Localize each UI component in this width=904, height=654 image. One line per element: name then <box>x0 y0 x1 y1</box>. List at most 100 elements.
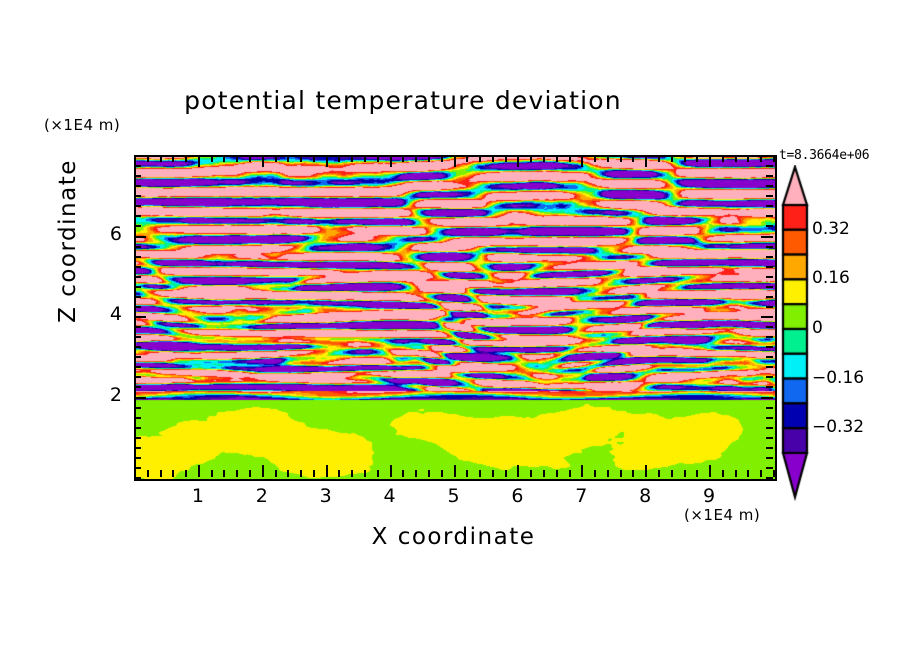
y-minor-tick <box>766 446 773 449</box>
x-minor-tick <box>427 155 430 162</box>
y-tick-label: 4 <box>109 303 122 325</box>
x-minor-tick <box>594 470 597 477</box>
y-tick-label: 6 <box>109 222 122 245</box>
y-minor-tick <box>766 436 773 439</box>
x-minor-tick <box>312 470 315 477</box>
x-minor-tick <box>364 470 367 477</box>
y-minor-tick <box>766 285 773 288</box>
y-major-tick <box>761 316 773 318</box>
y-minor-tick <box>766 245 773 248</box>
y-minor-tick <box>134 446 141 449</box>
x-minor-tick <box>504 155 507 162</box>
x-major-tick <box>261 465 264 477</box>
x-minor-tick <box>146 470 149 477</box>
colorbar-tick-label: 0.32 <box>812 218 850 239</box>
x-tick-label: 6 <box>511 485 524 507</box>
x-major-tick <box>261 155 264 167</box>
x-tick-label: 1 <box>191 485 204 507</box>
x-tick-label: 9 <box>703 485 716 507</box>
x-minor-tick <box>402 470 405 477</box>
y-minor-tick <box>766 295 773 298</box>
colorbar-tick-label: 0 <box>812 318 823 338</box>
x-minor-tick <box>479 470 482 477</box>
x-major-tick <box>197 465 200 477</box>
x-minor-tick <box>530 155 533 162</box>
x-minor-tick <box>159 155 162 162</box>
y-minor-tick <box>766 456 773 459</box>
y-minor-tick <box>134 265 141 268</box>
y-minor-tick <box>134 175 141 178</box>
x-minor-tick <box>312 155 315 162</box>
y-major-tick <box>134 316 146 318</box>
y-minor-tick <box>134 185 141 188</box>
x-major-tick <box>325 465 328 477</box>
x-minor-tick <box>172 470 175 477</box>
x-minor-tick <box>760 155 763 162</box>
y-minor-tick <box>134 285 141 288</box>
x-minor-tick <box>530 470 533 477</box>
y-minor-tick <box>134 305 141 308</box>
x-minor-tick <box>172 155 175 162</box>
y-minor-tick <box>134 195 141 198</box>
x-minor-tick <box>555 470 558 477</box>
y-minor-tick <box>134 215 141 218</box>
x-minor-tick <box>747 470 750 477</box>
x-minor-tick <box>594 155 597 162</box>
y-minor-tick <box>766 376 773 379</box>
x-minor-tick <box>619 470 622 477</box>
colorbar-swatches <box>779 165 899 513</box>
y-major-tick <box>761 235 773 238</box>
colorbar-tick-label: −0.16 <box>812 367 865 388</box>
x-minor-tick <box>773 470 775 477</box>
timestamp-annotation: t=8.3664e+06 <box>779 148 870 163</box>
y-minor-tick <box>766 255 773 258</box>
x-axis-unit-label: (×1E4 m) <box>684 506 761 524</box>
y-minor-tick <box>134 366 141 369</box>
x-minor-tick <box>657 470 660 477</box>
contour-plot-area <box>134 155 777 481</box>
x-minor-tick <box>287 155 290 162</box>
y-minor-tick <box>766 275 773 278</box>
x-minor-tick <box>606 155 609 162</box>
x-minor-tick <box>185 155 188 162</box>
x-minor-tick <box>274 470 277 477</box>
x-major-tick <box>325 155 328 167</box>
y-minor-tick <box>766 466 773 469</box>
x-minor-tick <box>734 470 737 477</box>
y-minor-tick <box>134 275 141 278</box>
z-axis-unit-label: (×1E4 m) <box>44 116 121 134</box>
y-minor-tick <box>134 477 141 479</box>
y-major-tick <box>134 235 146 238</box>
y-minor-tick <box>766 326 773 329</box>
x-minor-tick <box>287 470 290 477</box>
x-minor-tick <box>670 470 673 477</box>
y-minor-tick <box>134 406 141 409</box>
x-minor-tick <box>376 155 379 162</box>
y-minor-tick <box>134 456 141 459</box>
y-minor-tick <box>134 205 141 208</box>
x-minor-tick <box>415 155 418 162</box>
x-minor-tick <box>760 470 763 477</box>
x-minor-tick <box>351 470 354 477</box>
x-minor-tick <box>338 470 341 477</box>
x-major-tick <box>517 465 520 477</box>
x-minor-tick <box>619 155 622 162</box>
x-minor-tick <box>236 155 239 162</box>
x-minor-tick <box>274 155 277 162</box>
y-minor-tick <box>766 305 773 308</box>
x-minor-tick <box>734 155 737 162</box>
x-minor-tick <box>134 470 136 477</box>
x-major-tick <box>581 465 584 477</box>
x-minor-tick <box>670 155 673 162</box>
x-axis-title: X coordinate <box>371 524 536 550</box>
x-minor-tick <box>632 470 635 477</box>
x-minor-tick <box>773 155 775 162</box>
x-minor-tick <box>134 155 136 162</box>
y-minor-tick <box>134 295 141 298</box>
x-minor-tick <box>300 470 303 477</box>
colorbar-tick-label: 0.16 <box>812 268 850 289</box>
x-minor-tick <box>376 470 379 477</box>
x-minor-tick <box>568 470 571 477</box>
y-minor-tick <box>134 416 141 419</box>
x-tick-label: 8 <box>639 485 652 507</box>
